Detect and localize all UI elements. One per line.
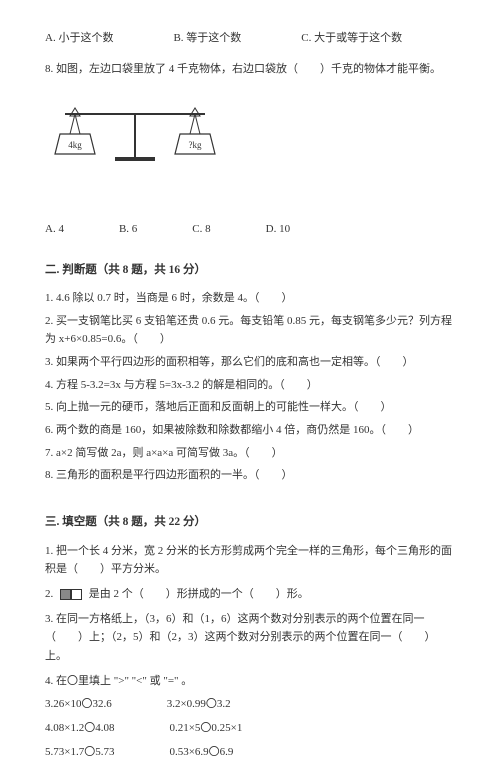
box-figure	[60, 585, 82, 604]
fill-1: 1. 把一个长 4 分米，宽 2 分米的长方形剪成两个完全一样的三角形，每个三角…	[45, 542, 455, 579]
compare-row-3: 5.73×1.7〇5.73 0.53×6.9〇6.9	[45, 744, 455, 761]
q8-opt-d: D. 10	[266, 221, 290, 239]
cmp-2b: 0.21×5〇0.25×1	[169, 720, 242, 738]
judge-6: 6. 两个数的商是 160，如果被除数和除数都缩小 4 倍，商仍然是 160。（…	[45, 421, 455, 440]
right-weight-label: ?kg	[189, 140, 202, 150]
cmp-2a: 4.08×1.2〇4.08	[45, 720, 114, 738]
judge-5: 5. 向上抛一元的硬币，落地后正面和反面朝上的可能性一样大。（ ）	[45, 398, 455, 417]
box-shaded	[60, 589, 71, 600]
fill-2b: 是由 2 个（ ）形拼成的一个（ ）形。	[89, 588, 309, 600]
section-2-title: 二. 判断题（共 8 题，共 16 分）	[45, 261, 455, 279]
balance-scale-figure: 4kg ?kg	[45, 104, 225, 194]
compare-row-1: 3.26×10〇32.6 3.2×0.99〇3.2	[45, 696, 455, 714]
fill-3: 3. 在同一方格纸上，（3，6）和（1，6）这两个数对分别表示的两个位置在同一（…	[45, 610, 455, 666]
cmp-1b: 3.2×0.99〇3.2	[167, 696, 231, 714]
q8-opt-c: C. 8	[192, 221, 210, 239]
judge-2: 2. 买一支钢笔比买 6 支铅笔还贵 0.6 元。每支铅笔 0.85 元，每支钢…	[45, 312, 455, 349]
fill-4: 4. 在〇里填上 ">" "<" 或 "=" 。	[45, 672, 455, 691]
compare-row-2: 4.08×1.2〇4.08 0.21×5〇0.25×1	[45, 720, 455, 738]
q7-options: A. 小于这个数 B. 等于这个数 C. 大于或等于这个数	[45, 30, 455, 48]
q8-opt-b: B. 6	[119, 221, 137, 239]
q7-opt-b: B. 等于这个数	[173, 30, 241, 48]
q8-options: A. 4 B. 6 C. 8 D. 10	[45, 221, 455, 239]
cmp-3b: 0.53×6.9〇6.9	[169, 744, 233, 761]
cmp-1a: 3.26×10〇32.6	[45, 696, 112, 714]
cmp-3a: 5.73×1.7〇5.73	[45, 744, 114, 761]
box-empty	[71, 589, 82, 600]
judge-8: 8. 三角形的面积是平行四边形面积的一半。（ ）	[45, 466, 455, 485]
judge-1: 1. 4.6 除以 0.7 时，当商是 6 时，余数是 4。（ ）	[45, 289, 455, 308]
judge-7: 7. a×2 简写做 2a，则 a×a×a 可简写做 3a。（ ）	[45, 444, 455, 463]
judge-3: 3. 如果两个平行四边形的面积相等，那么它们的底和高也一定相等。（ ）	[45, 353, 455, 372]
left-weight-label: 4kg	[68, 140, 82, 150]
q7-opt-a: A. 小于这个数	[45, 30, 113, 48]
q7-opt-c: C. 大于或等于这个数	[301, 30, 402, 48]
fill-2: 2. 是由 2 个（ ）形拼成的一个（ ）形。	[45, 585, 455, 604]
q8-opt-a: A. 4	[45, 221, 64, 239]
q8-text: 8. 如图，左边口袋里放了 4 千克物体，右边口袋放（ ）千克的物体才能平衡。	[45, 60, 455, 80]
judge-4: 4. 方程 5-3.2=3x 与方程 5=3x-3.2 的解是相同的。（ ）	[45, 376, 455, 395]
section-3-title: 三. 填空题（共 8 题，共 22 分）	[45, 513, 455, 531]
fill-2a: 2.	[45, 588, 56, 600]
